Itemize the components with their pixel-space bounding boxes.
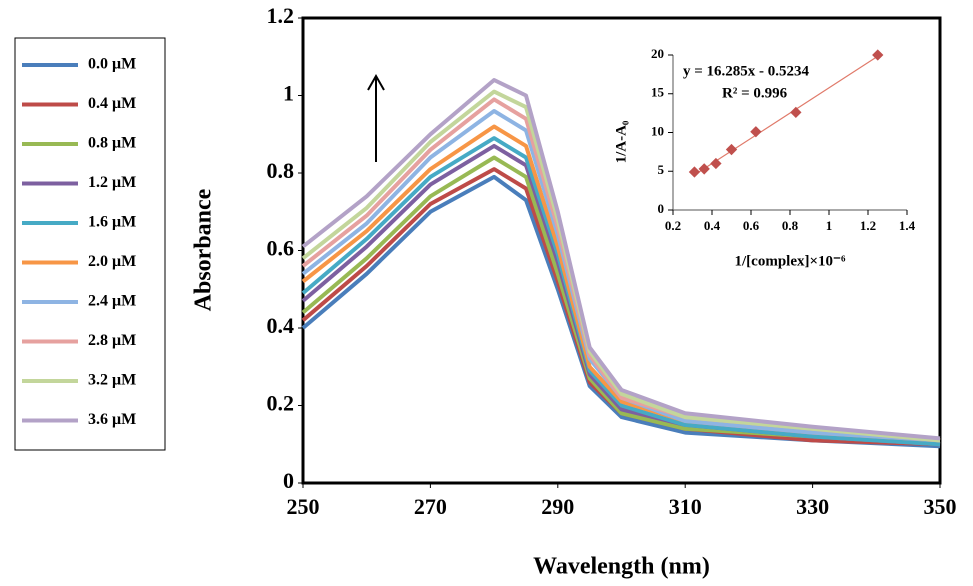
x-tick-label: 1 <box>826 218 833 233</box>
x-tick-label: 1.4 <box>899 218 916 233</box>
x-tick-label: 270 <box>414 494 447 519</box>
arrow-head <box>367 73 385 91</box>
legend-label: 0.8 μM <box>88 135 136 152</box>
legend-label: 0.4 μM <box>88 95 136 112</box>
legend-label: 1.6 μM <box>88 214 136 231</box>
y-tick-label: 0.8 <box>267 158 295 183</box>
x-tick-label: 350 <box>924 494 957 519</box>
legend-label: 1.2 μM <box>88 174 136 191</box>
point <box>725 143 738 156</box>
y-tick-label: 0 <box>658 201 665 216</box>
legend-label: 3.6 μM <box>88 411 136 428</box>
legend-label: 0.0 μM <box>88 56 136 73</box>
x-tick-label: 310 <box>669 494 702 519</box>
y-axis-label: 1/A-A₀ <box>613 120 629 163</box>
y-tick-label: 0.6 <box>267 236 295 261</box>
x-tick-label: 0.4 <box>704 218 721 233</box>
legend-label: 2.0 μM <box>88 253 136 270</box>
y-tick-label: 0.4 <box>267 313 295 338</box>
series-line <box>301 174 941 449</box>
series-line <box>301 155 941 447</box>
x-axis-label: Wavelength (nm) <box>533 554 710 580</box>
x-tick-label: 1.2 <box>860 218 876 233</box>
y-tick-label: 10 <box>651 123 664 138</box>
x-tick-label: 0.8 <box>782 218 799 233</box>
x-axis-label: 1/[complex]×10⁻⁶ <box>735 253 846 269</box>
x-tick-label: 290 <box>541 494 574 519</box>
legend-label: 3.2 μM <box>88 372 136 389</box>
point <box>698 163 710 175</box>
legend-label: 2.4 μM <box>88 293 136 310</box>
y-tick-label: 15 <box>651 85 665 100</box>
point <box>750 126 762 138</box>
point <box>688 166 701 178</box>
series-line <box>301 78 941 441</box>
series-line <box>301 136 941 447</box>
point <box>710 157 722 170</box>
annotation: y = 16.285x - 0.5234 <box>683 63 810 79</box>
x-tick-label: 0.6 <box>743 218 760 233</box>
point <box>872 49 884 61</box>
x-tick-label: 0.2 <box>665 218 681 233</box>
annotation: R² = 0.996 <box>722 85 788 101</box>
legend-label: 2.8 μM <box>88 332 136 349</box>
y-axis-label: Absorbance <box>191 188 217 311</box>
x-tick-label: 330 <box>796 494 829 519</box>
x-tick-label: 250 <box>287 494 320 519</box>
y-tick-label: 20 <box>651 46 664 61</box>
y-tick-label: 1 <box>283 81 294 106</box>
y-tick-label: 5 <box>658 162 665 177</box>
y-tick-label: 1.2 <box>267 3 295 28</box>
trendline <box>694 55 879 176</box>
y-tick-label: 0 <box>283 468 294 493</box>
y-tick-label: 0.2 <box>267 391 295 416</box>
